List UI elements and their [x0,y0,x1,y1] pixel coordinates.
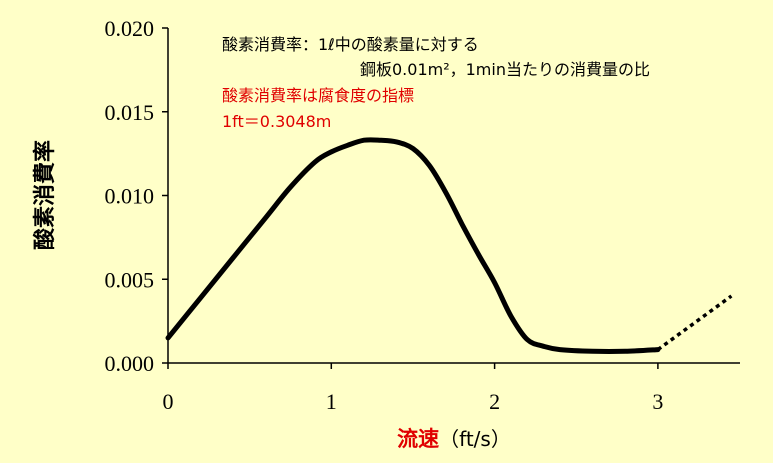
series-line-dotted [656,294,733,352]
x-tick-label: 2 [489,389,500,414]
y-tick-label: 0.000 [105,351,155,376]
y-axis-label: 酸素消費率 [32,140,58,250]
y-tick-label: 0.005 [105,267,155,292]
y-tick-label: 0.020 [105,16,155,41]
y-tick-label: 0.015 [105,100,155,125]
note-line-1: 酸素消費率：1ℓ中の酸素量に対する [222,35,479,54]
x-axis-label-main: 流速 [397,427,439,451]
y-tick-label: 0.010 [105,184,155,209]
x-tick-label: 3 [652,389,663,414]
series-line-solid [165,137,661,355]
x-tick-label: 0 [163,389,174,414]
note-line-4: 1ft＝0.3048m [222,112,331,131]
note-line-3: 酸素消費率は腐食度の指標 [222,86,414,105]
y-ticks: 0.000 0.005 0.010 0.015 0.020 [105,16,168,376]
note-line-2: 鋼板0.01m²，1min当たりの消費量の比 [360,60,650,79]
x-axis-label: 流速（ft/s） [397,427,511,451]
x-tick-label: 1 [326,389,337,414]
x-axis-label-unit: （ft/s） [439,427,511,451]
x-ticks: 0 1 2 3 [163,363,663,414]
